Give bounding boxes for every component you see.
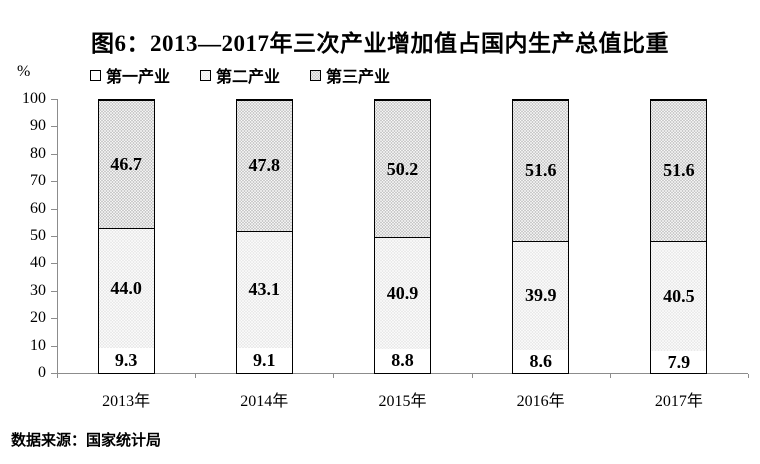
bar-segment: 8.6: [513, 349, 569, 373]
stacked-bar: 9.1 43.1 47.8: [235, 99, 293, 374]
bar-segment: 44.0: [98, 227, 154, 348]
bar-segment: 47.8: [236, 100, 292, 231]
value-label: 9.3: [114, 349, 138, 370]
x-axis-tick: [748, 374, 749, 378]
y-axis-unit-label: %: [17, 63, 31, 80]
value-label: 51.6: [524, 160, 557, 181]
legend-item-tertiary-industry: 第三产业: [310, 63, 390, 87]
y-axis-tick: [51, 318, 57, 320]
bar-segment: 50.2: [375, 100, 430, 238]
value-label: 9.1: [253, 350, 276, 371]
bar-segment: 40.5: [651, 240, 707, 352]
y-axis-tick-label: 100: [22, 90, 46, 107]
bar-segment: 39.9: [513, 240, 569, 350]
value-label: 7.9: [667, 351, 691, 372]
value-label: 44.0: [110, 277, 142, 298]
y-axis-tick: [51, 290, 57, 292]
y-axis-line: [57, 99, 58, 374]
value-label: 51.6: [663, 160, 695, 181]
legend-item-secondary-industry: 第二产业: [200, 63, 280, 87]
legend-swatch-primary-industry: [90, 69, 101, 81]
y-axis-tick-label: 0: [38, 364, 46, 381]
legend-label: 第一产业: [106, 69, 171, 86]
legend: 第一产业 第二产业 第三产业: [90, 63, 390, 87]
x-axis-tick: [471, 374, 473, 378]
x-axis-label: 2013年: [102, 393, 151, 410]
y-axis-tick: [51, 345, 57, 347]
value-label: 50.2: [386, 158, 419, 179]
bar-segment: 51.6: [513, 99, 569, 241]
legend-label: 第二产业: [216, 69, 281, 86]
legend-item-primary-industry: 第一产业: [90, 63, 170, 87]
y-axis-tick-label: 20: [30, 309, 46, 327]
y-axis-tick: [51, 263, 57, 265]
x-axis-tick: [195, 374, 197, 378]
bar-segment: 9.1: [236, 348, 292, 373]
value-label: 39.9: [524, 285, 557, 306]
y-axis-tick-label: 90: [30, 117, 46, 135]
y-axis-tick-label: 30: [30, 281, 46, 299]
y-axis-tick: [51, 373, 57, 374]
y-axis-tick: [51, 181, 57, 183]
y-axis-tick-label: 70: [30, 172, 46, 190]
chart-title: 图6：2013—2017年三次产业增加值占国内生产总值比重: [91, 31, 669, 56]
y-axis-tick: [51, 208, 57, 210]
bar-segment: 9.3: [98, 347, 154, 373]
x-axis-label: 2015年: [378, 393, 427, 410]
x-axis-tick: [609, 374, 611, 378]
y-axis-tick: [51, 153, 57, 155]
legend-swatch-tertiary-industry: [310, 69, 322, 81]
x-axis-label: 2016年: [516, 393, 565, 410]
bar-segment: 40.9: [375, 237, 430, 349]
value-label: 8.6: [529, 350, 552, 371]
value-label: 43.1: [248, 279, 281, 300]
bar-segment: 43.1: [236, 230, 292, 349]
y-axis-tick-label: 10: [30, 336, 46, 354]
y-axis-tick-label: 40: [30, 254, 46, 272]
legend-label: 第三产业: [326, 69, 391, 86]
x-axis-tick: [57, 374, 58, 378]
y-axis-tick-label: 50: [30, 227, 46, 244]
value-label: 47.8: [248, 155, 281, 176]
stacked-bar: 8.8 40.9 50.2: [374, 99, 431, 374]
y-axis-tick: [51, 236, 57, 237]
x-axis-label: 2014年: [240, 393, 289, 410]
stacked-bar: 8.6 39.9 51.6: [512, 99, 570, 374]
y-axis-tick-label: 80: [30, 144, 46, 162]
y-axis-tick: [51, 99, 57, 100]
value-label: 40.9: [386, 283, 419, 304]
bar-segment: 46.7: [98, 100, 154, 228]
bar-segment: 51.6: [651, 100, 707, 241]
bar-segment: 8.8: [375, 348, 430, 373]
stacked-bar: 9.3 44.0 46.7: [97, 99, 155, 374]
bar-segment: 7.9: [651, 351, 707, 373]
y-axis-tick: [51, 126, 57, 128]
x-axis-label: 2017年: [654, 393, 703, 410]
legend-swatch-secondary-industry: [200, 69, 212, 81]
value-label: 46.7: [110, 153, 142, 174]
value-label: 8.8: [391, 350, 414, 371]
source-note: 数据来源：国家统计局: [11, 432, 162, 449]
value-label: 40.5: [663, 286, 695, 307]
stacked-bar: 7.9 40.5 51.6: [650, 99, 708, 374]
y-axis-tick-label: 60: [30, 199, 46, 217]
x-axis-tick: [333, 374, 335, 378]
